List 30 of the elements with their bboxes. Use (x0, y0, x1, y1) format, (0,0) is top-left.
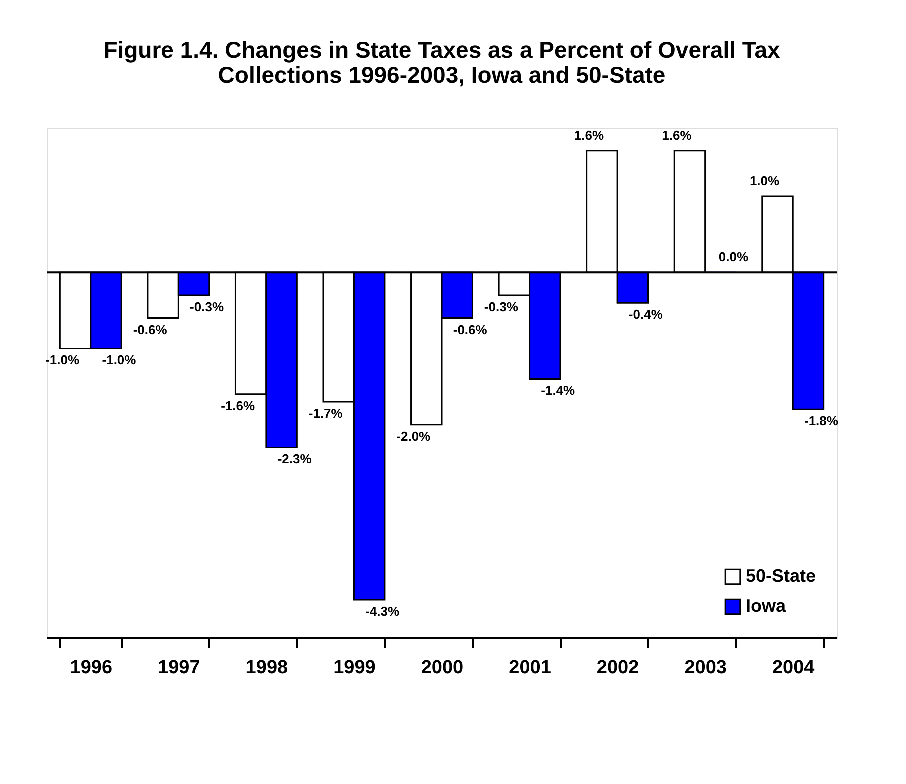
x-tick-label: 1996 (70, 658, 113, 678)
x-tick-label: 1997 (158, 658, 200, 678)
data-label: 1.6% (574, 128, 604, 143)
data-label: -4.3% (366, 604, 400, 619)
x-tick-label: 2003 (684, 658, 727, 678)
x-tick-label: 1998 (246, 658, 288, 678)
data-label: -1.7% (308, 406, 344, 422)
data-label: 0.0% (718, 250, 749, 265)
data-label: -1.0% (102, 352, 137, 368)
legend-label: 50-State (746, 566, 816, 586)
x-tick-label: 2002 (596, 658, 640, 678)
x-tick-label: 2000 (421, 658, 464, 678)
data-label: -0.3% (190, 299, 224, 314)
x-tick-label: 2001 (509, 658, 552, 678)
data-label: -1.0% (46, 352, 80, 368)
chart-title: Figure 1.4. Changes in State Taxes as a Percent of Overall Tax Collections 1996-2003, Iowa and 50-State (104, 37, 781, 88)
data-label: -2.3% (278, 452, 312, 467)
data-label: -2.0% (396, 428, 432, 444)
data-label: -0.4% (628, 307, 664, 322)
x-tick-label: 2004 (772, 658, 816, 678)
data-label: 1.6% (662, 128, 692, 143)
data-label: -0.3% (484, 299, 519, 314)
data-label: -1.8% (804, 414, 839, 429)
data-label: -1.6% (221, 398, 256, 414)
data-label: -0.6% (133, 322, 168, 338)
data-label: -1.4% (541, 383, 576, 398)
data-label: 1.0% (750, 174, 780, 189)
legend-label: Iowa (746, 596, 787, 616)
data-label: -0.6% (453, 322, 488, 338)
x-tick-label: 1999 (334, 658, 376, 678)
